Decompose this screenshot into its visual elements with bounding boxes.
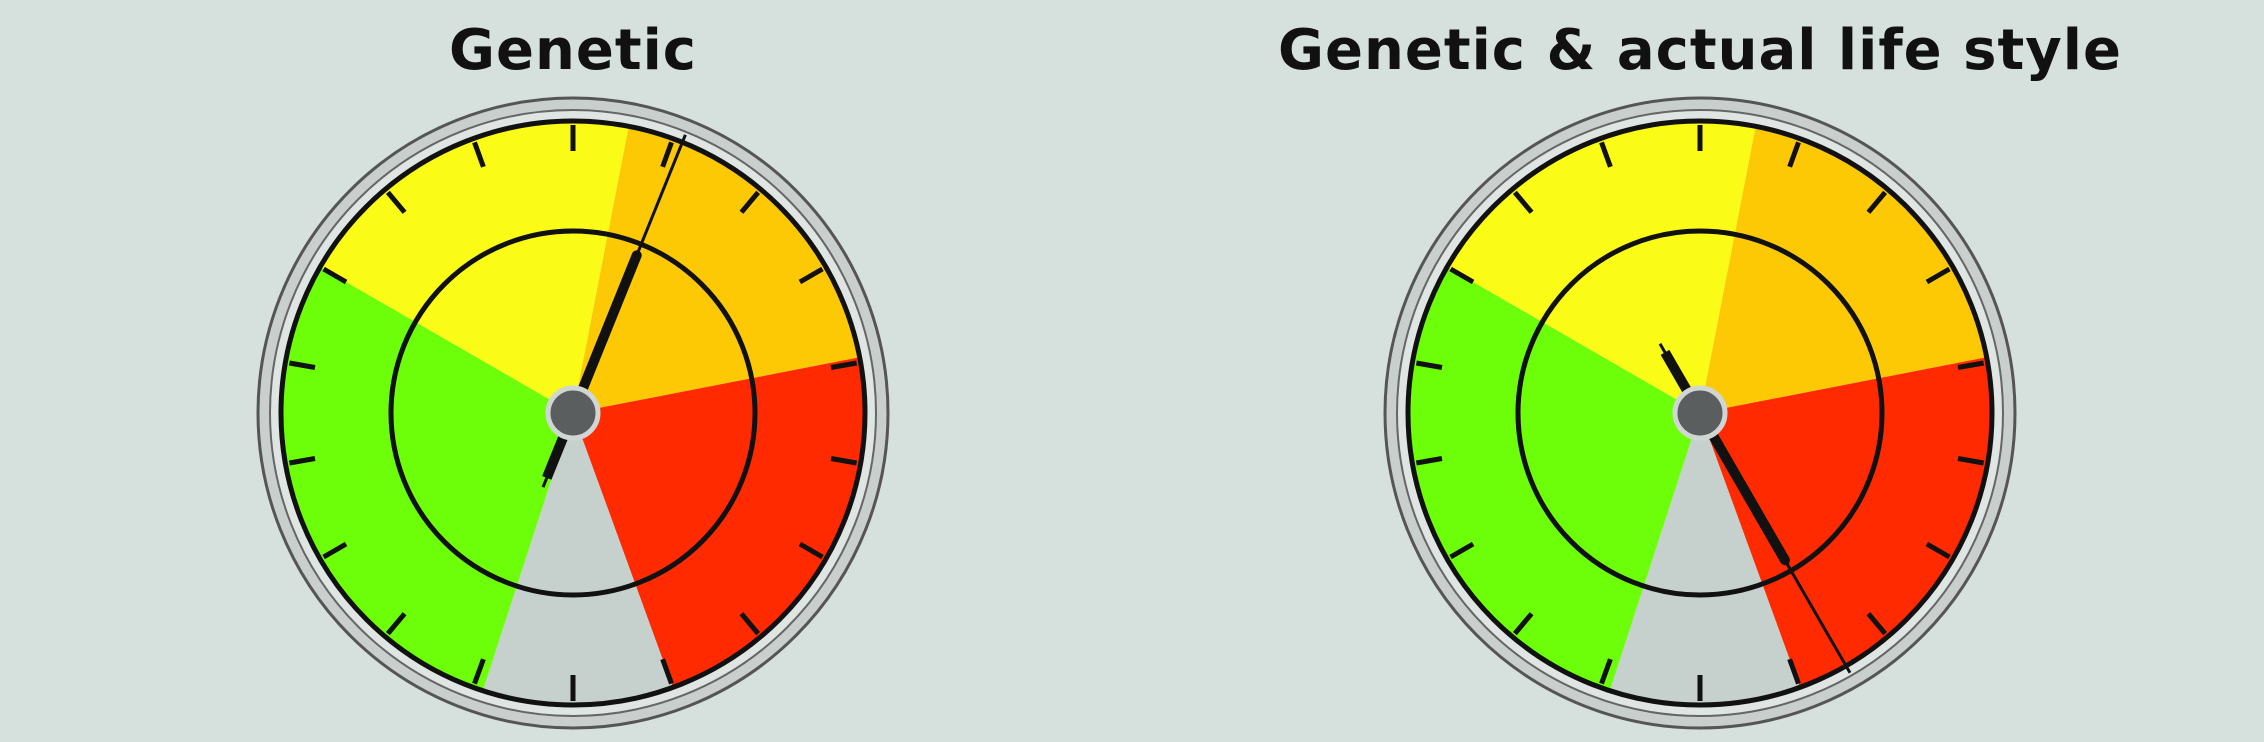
gauge-tick (472, 141, 486, 168)
sector-green (1408, 267, 1700, 691)
sector-gray (1609, 413, 1800, 706)
gauge-tick (322, 266, 348, 285)
gauge-tick (1787, 658, 1801, 685)
sector-yellow (320, 120, 629, 413)
gauge-inner-ring (1515, 228, 1885, 598)
gauge-tick (798, 266, 824, 285)
gauge-inner-ring (388, 228, 758, 598)
sector-orange (1700, 126, 1987, 413)
gauge-tick (1787, 141, 1801, 168)
gauge-tick (1415, 456, 1443, 466)
gauge-tick (830, 456, 858, 466)
gauge-tick (1599, 141, 1613, 168)
gauge-face-outline (278, 118, 868, 708)
gauge-tick (798, 541, 824, 560)
gauge-tick (288, 456, 316, 466)
sector-gray (482, 413, 673, 706)
gauge-tick (385, 612, 407, 636)
gauge-tick (385, 190, 407, 214)
sector-yellow (1447, 121, 1756, 413)
gauge-tick (1512, 190, 1534, 214)
gauge-title-genetic-lifestyle: Genetic & actual life style (1278, 18, 2122, 83)
gauge-tick (1957, 360, 1985, 370)
sector-orange (573, 126, 860, 413)
gauge-tick (830, 360, 858, 370)
gauge-genetic-lifestyle (1383, 96, 2017, 730)
gauge-tick (288, 360, 316, 370)
gauge-tick (472, 658, 486, 685)
gauge-hub (545, 385, 601, 441)
gauge-tick (1957, 456, 1985, 466)
gauge-tick (1512, 612, 1534, 636)
gauge-hub (1672, 385, 1728, 441)
gauge-title-genetic: Genetic (449, 18, 697, 83)
gauge-tick (1866, 190, 1888, 214)
gauge-tick (1599, 658, 1613, 685)
sector-green (280, 267, 573, 691)
gauge-tick (660, 141, 674, 168)
gauge-tick (739, 612, 761, 636)
gauge-face-outline (1405, 118, 1995, 708)
gauge-tick (1449, 541, 1475, 560)
gauge-tick (1415, 360, 1443, 370)
gauge-genetic (256, 96, 890, 730)
gauge-needle (568, 250, 642, 418)
gauge-tick (739, 190, 761, 214)
gauge-tick (1925, 266, 1951, 285)
gauge-tick (1449, 266, 1475, 285)
gauge-tick (1866, 612, 1888, 636)
gauge-needle (1695, 408, 1790, 566)
gauge-tick (1925, 541, 1951, 560)
gauge-tick (322, 541, 348, 560)
gauge-tick (660, 658, 674, 685)
